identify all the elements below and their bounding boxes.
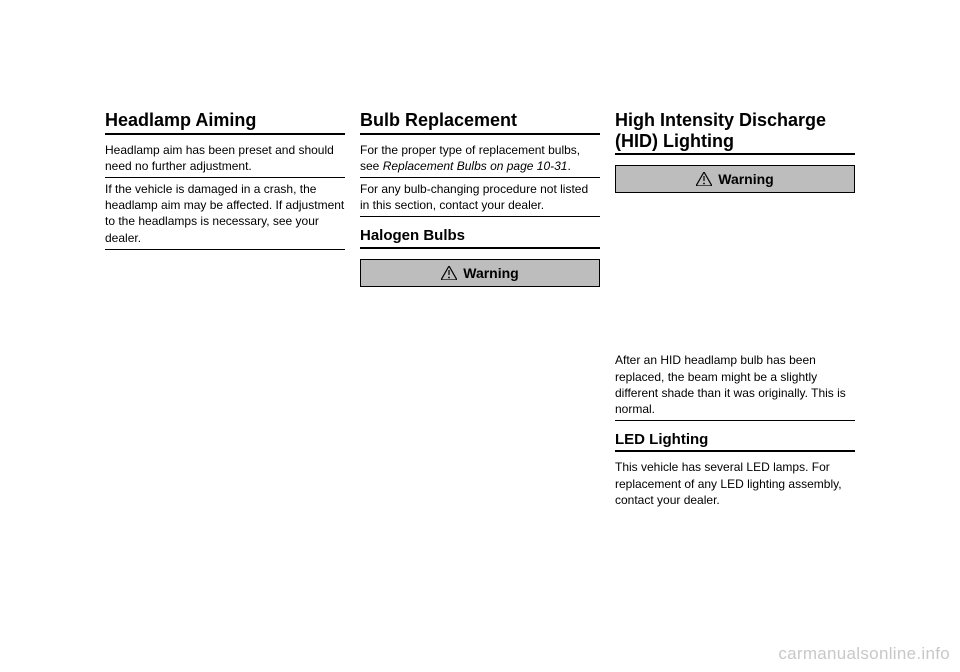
para-headlamp-preset: Headlamp aim has been preset and should … (105, 139, 345, 178)
heading-headlamp-aiming: Headlamp Aiming (105, 110, 345, 135)
warning-label: Warning (718, 171, 773, 187)
para-bulb-types-c: . (567, 159, 570, 173)
page-content: Headlamp Aiming Headlamp aim has been pr… (105, 110, 855, 511)
warning-body-spacer (615, 199, 855, 349)
column-3: High Intensity Discharge (HID) Lighting … (615, 110, 855, 511)
heading-halogen-bulbs: Halogen Bulbs (360, 227, 600, 248)
para-bulb-procedure: For any bulb-changing procedure not list… (360, 178, 600, 217)
para-hid-shade: After an HID headlamp bulb has been repl… (615, 349, 855, 421)
warning-label: Warning (463, 265, 518, 281)
warning-box-halogen: Warning (360, 259, 600, 287)
para-led-lamps: This vehicle has several LED lamps. For … (615, 456, 855, 511)
heading-hid-lighting: High Intensity Discharge (HID) Lighting (615, 110, 855, 155)
column-2: Bulb Replacement For the proper type of … (360, 110, 600, 511)
para-bulb-types-ref: Replacement Bulbs on page 10-31 (383, 159, 568, 173)
para-headlamp-crash: If the vehicle is damaged in a crash, th… (105, 178, 345, 250)
warning-icon (441, 266, 457, 280)
heading-bulb-replacement: Bulb Replacement (360, 110, 600, 135)
watermark: carmanualsonline.info (778, 644, 950, 664)
warning-icon (696, 172, 712, 186)
heading-led-lighting: LED Lighting (615, 431, 855, 452)
column-1: Headlamp Aiming Headlamp aim has been pr… (105, 110, 345, 511)
warning-box-hid: Warning (615, 165, 855, 193)
para-bulb-types: For the proper type of replacement bulbs… (360, 139, 600, 178)
